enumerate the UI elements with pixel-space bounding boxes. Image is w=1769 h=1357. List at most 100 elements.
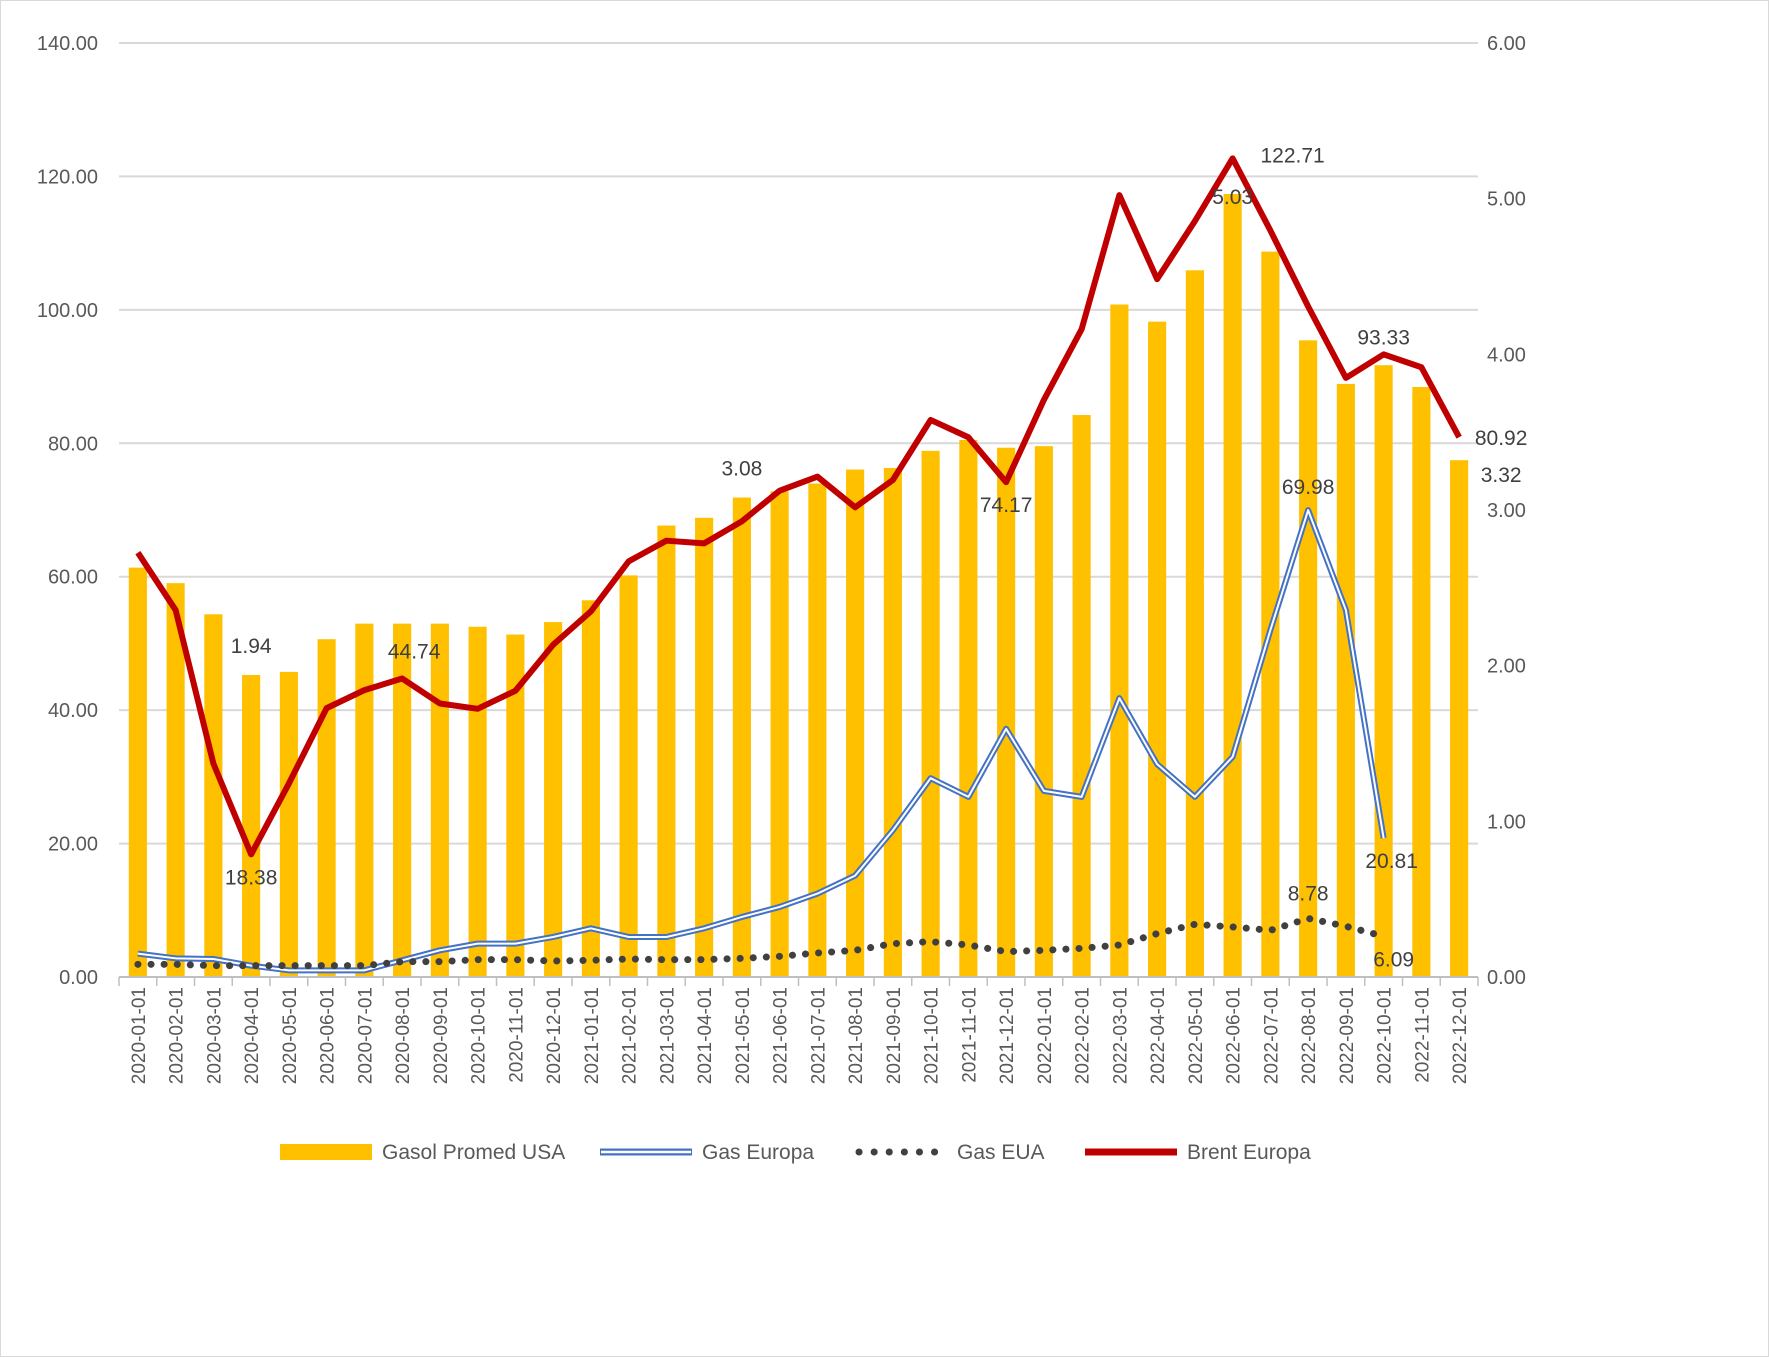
x-tick-label: 2020-04-01: [242, 987, 263, 1084]
x-tick-label: 2020-03-01: [204, 987, 225, 1084]
x-tick-label: 2021-08-01: [846, 987, 867, 1084]
bar: [317, 639, 336, 977]
right-tick-label: 2.00: [1487, 656, 1526, 678]
x-tick-label: 2022-07-01: [1261, 987, 1282, 1084]
data-label: 1.94: [231, 635, 272, 658]
bar: [883, 467, 902, 977]
data-label: 74.17: [980, 494, 1033, 517]
left-tick-label: 60.00: [48, 567, 98, 589]
bar: [1148, 321, 1167, 978]
x-tick-label: 2021-09-01: [884, 987, 905, 1084]
bar: [468, 626, 487, 977]
bar: [1450, 460, 1469, 978]
legend-swatch-gasol-promed-usa: [280, 1144, 372, 1160]
data-label: 3.08: [721, 458, 762, 481]
x-tick-label: 2020-09-01: [431, 987, 452, 1084]
x-tick-label: 2021-12-01: [997, 987, 1018, 1084]
bar: [1223, 193, 1242, 977]
x-tick-label: 2020-10-01: [469, 987, 490, 1084]
bar: [355, 623, 374, 977]
legend: Gasol Promed USA Gas Europa Gas EUA Brent E…: [280, 1141, 1311, 1164]
bar: [997, 447, 1016, 977]
brent-europa-line: [135, 155, 1462, 858]
left-axis-ticks: 0.00 20.00 40.00 60.00 80.00 100.00 120.00 140.…: [37, 33, 98, 989]
right-tick-label: 6.00: [1487, 33, 1526, 55]
data-label: 8.78: [1288, 882, 1329, 905]
bar: [166, 583, 185, 977]
x-tick-label: 2020-05-01: [280, 987, 301, 1084]
left-tick-label: 120.00: [37, 166, 98, 188]
x-tick-label: 2021-02-01: [620, 987, 641, 1084]
legend-label-gas-eua: Gas EUA: [957, 1141, 1045, 1164]
right-tick-label: 0.00: [1487, 967, 1526, 989]
bar: [695, 517, 714, 977]
data-label: 80.92: [1475, 427, 1528, 450]
left-tick-label: 100.00: [37, 300, 98, 322]
bar: [430, 623, 449, 977]
x-tick-label: 2022-08-01: [1299, 987, 1320, 1084]
data-label: 5.03: [1212, 186, 1253, 209]
x-tick-label: 2022-09-01: [1337, 987, 1358, 1084]
right-tick-label: 1.00: [1487, 811, 1526, 833]
bar: [544, 622, 563, 977]
x-tick-label: 2022-03-01: [1110, 987, 1131, 1084]
bar: [657, 525, 676, 977]
bar: [1034, 446, 1053, 978]
bar: [1261, 251, 1280, 978]
x-tick-label: 2020-06-01: [318, 987, 339, 1084]
left-tick-label: 140.00: [37, 33, 98, 55]
left-tick-label: 40.00: [48, 700, 98, 722]
x-tick-label: 2020-01-01: [129, 987, 150, 1084]
x-axis: 2020-01-01 2020-02-01 2020-03-01 2020-04-01…: [118, 976, 1479, 1084]
bar: [732, 497, 751, 977]
bar: [242, 675, 261, 977]
data-label: 6.09: [1373, 948, 1414, 971]
bar: [1336, 383, 1355, 977]
x-tick-label: 2020-07-01: [355, 987, 376, 1084]
bar: [1072, 415, 1091, 977]
x-tick-label: 2021-03-01: [657, 987, 678, 1084]
data-labels: 1.94 3.08 5.03 3.32 18.38 44.74 74.17 122.71 93.…: [225, 144, 1528, 971]
bar: [846, 469, 865, 977]
bar: [1185, 270, 1204, 978]
x-tick-label: 2020-12-01: [544, 987, 565, 1084]
legend-label-brent-europa: Brent Europa: [1187, 1141, 1311, 1164]
bar: [921, 450, 940, 977]
data-label: 69.98: [1282, 476, 1335, 499]
bar: [1412, 387, 1431, 978]
data-label: 44.74: [388, 641, 441, 664]
bar: [506, 634, 525, 977]
gas-eua-line: [134, 914, 1388, 970]
right-axis-ticks: 0.00 1.00 2.00 3.00 4.00 5.00 6.00: [1487, 33, 1526, 989]
legend-label-gasol-promed-usa: Gasol Promed USA: [382, 1141, 565, 1164]
data-label: 93.33: [1357, 326, 1410, 349]
x-tick-label: 2021-05-01: [733, 987, 754, 1084]
data-label: 3.32: [1481, 464, 1522, 487]
bar: [279, 671, 298, 977]
data-label: 20.81: [1365, 850, 1418, 873]
left-tick-label: 0.00: [59, 967, 98, 989]
legend-label-gas-europa: Gas Europa: [702, 1141, 814, 1164]
x-tick-label: 2020-02-01: [167, 987, 188, 1084]
x-tick-label: 2022-02-01: [1073, 987, 1094, 1084]
right-tick-label: 3.00: [1487, 500, 1526, 522]
bar: [619, 575, 638, 977]
x-tick-label: 2021-10-01: [922, 987, 943, 1084]
x-tick-label: 2021-07-01: [808, 987, 829, 1084]
bar: [393, 623, 412, 977]
left-tick-label: 80.00: [48, 433, 98, 455]
x-tick-label: 2021-06-01: [771, 987, 792, 1084]
gas-europa-line-inner: [137, 509, 1385, 972]
right-tick-label: 5.00: [1487, 189, 1526, 211]
x-tick-label: 2021-01-01: [582, 987, 603, 1084]
bar: [581, 600, 600, 977]
x-tick-label: 2022-10-01: [1375, 987, 1396, 1084]
x-tick-label: 2022-11-01: [1412, 987, 1433, 1083]
bar: [204, 614, 223, 977]
x-tick-label: 2020-08-01: [393, 987, 414, 1084]
left-tick-label: 20.00: [48, 834, 98, 856]
bar: [1374, 365, 1393, 978]
x-tick-label: 2022-12-01: [1450, 987, 1471, 1084]
line-series: [134, 155, 1462, 974]
